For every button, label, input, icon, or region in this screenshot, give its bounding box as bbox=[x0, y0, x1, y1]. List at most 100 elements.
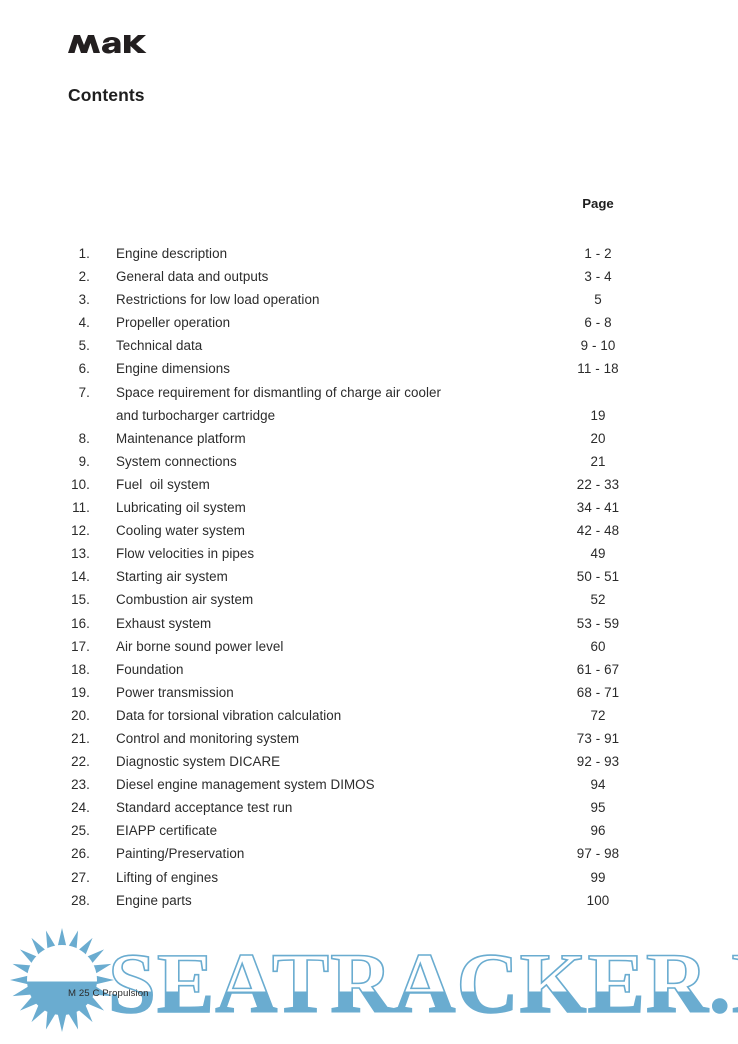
toc-row[interactable]: 6. Engine dimensions 11 - 18 bbox=[0, 357, 738, 380]
toc-entry-title[interactable]: Foundation bbox=[116, 661, 184, 677]
toc-row-list: 1. Engine description 1 - 2 2. General data … bbox=[0, 242, 738, 912]
toc-entry-title[interactable]: Diesel engine management system DIMOS bbox=[116, 777, 375, 793]
toc-row[interactable]: 27. Lifting of engines 99 bbox=[0, 866, 738, 889]
toc-row[interactable]: 21. Control and monitoring system 73 - 91 bbox=[0, 727, 738, 750]
mak-logo bbox=[67, 31, 147, 57]
toc-entry-title[interactable]: Restrictions for low load operation bbox=[116, 292, 320, 308]
toc-entry-page: 92 - 93 bbox=[576, 754, 620, 770]
toc-entry-page: 9 - 10 bbox=[580, 338, 616, 354]
toc-entry-number: 17. bbox=[71, 638, 90, 654]
toc-row[interactable]: 10. Fuel oil system 22 - 33 bbox=[0, 473, 738, 496]
toc-row[interactable]: 25. EIAPP certificate 96 bbox=[0, 819, 738, 842]
toc-entry-title[interactable]: General data and outputs bbox=[116, 269, 269, 285]
toc-entry-number: 24. bbox=[71, 800, 90, 816]
toc-row[interactable]: and turbocharger cartridge 19 bbox=[0, 404, 738, 427]
toc-entry-page: 60 bbox=[590, 638, 606, 654]
toc-entry-number: 6. bbox=[78, 361, 90, 377]
toc-entry-title[interactable]: Exhaust system bbox=[116, 615, 212, 631]
toc-entry-number: 16. bbox=[71, 615, 90, 631]
toc-entry-title[interactable]: Maintenance platform bbox=[116, 430, 246, 446]
toc-entry-title[interactable]: Space requirement for dismantling of cha… bbox=[116, 384, 441, 400]
toc-entry-title[interactable]: EIAPP certificate bbox=[116, 823, 218, 839]
toc-entry-page: 95 bbox=[590, 800, 606, 816]
toc-row[interactable]: 8. Maintenance platform 20 bbox=[0, 427, 738, 450]
toc-entry-page: 6 - 8 bbox=[584, 315, 612, 331]
toc-entry-number: 2. bbox=[78, 269, 90, 285]
table-of-contents: Page 1. Engine description 1 - 2 2. General … bbox=[0, 196, 738, 912]
toc-entry-number: 12. bbox=[71, 523, 90, 539]
toc-row[interactable]: 23. Diesel engine management system DIMOS… bbox=[0, 773, 738, 796]
toc-row[interactable]: 3. Restrictions for low load operation 5 bbox=[0, 288, 738, 311]
toc-entry-title[interactable]: Technical data bbox=[116, 338, 203, 354]
toc-header-row: Page bbox=[0, 196, 738, 226]
toc-entry-title[interactable]: Engine parts bbox=[116, 892, 192, 908]
toc-entry-title[interactable]: System connections bbox=[116, 453, 237, 469]
toc-entry-title[interactable]: Painting/Preservation bbox=[116, 846, 245, 862]
toc-row[interactable]: 16. Exhaust system 53 - 59 bbox=[0, 612, 738, 635]
toc-entry-title[interactable]: Standard acceptance test run bbox=[116, 800, 293, 816]
toc-entry-title[interactable]: Lubricating oil system bbox=[116, 500, 246, 516]
toc-row[interactable]: 1. Engine description 1 - 2 bbox=[0, 242, 738, 265]
toc-row[interactable]: 17. Air borne sound power level 60 bbox=[0, 635, 738, 658]
toc-row[interactable]: 11. Lubricating oil system 34 - 41 bbox=[0, 496, 738, 519]
toc-entry-page: 3 - 4 bbox=[584, 269, 612, 285]
toc-row[interactable]: 28. Engine parts 100 bbox=[0, 889, 738, 912]
toc-entry-page: 50 - 51 bbox=[576, 569, 620, 585]
toc-entry-title[interactable]: Engine description bbox=[116, 246, 228, 261]
toc-entry-title[interactable]: Starting air system bbox=[116, 569, 228, 585]
toc-entry-number: 5. bbox=[78, 338, 90, 354]
toc-entry-number: 20. bbox=[71, 707, 90, 723]
toc-entry-page: 11 - 18 bbox=[577, 361, 619, 377]
toc-entry-number: 27. bbox=[71, 869, 90, 885]
toc-entry-page: 5 bbox=[594, 292, 602, 308]
toc-entry-page: 73 - 91 bbox=[576, 730, 620, 746]
toc-row[interactable]: 9. System connections 21 bbox=[0, 450, 738, 473]
toc-entry-number: 11. bbox=[72, 500, 90, 516]
toc-row[interactable]: 13. Flow velocities in pipes 49 bbox=[0, 542, 738, 565]
page-column-header: Page bbox=[582, 196, 614, 211]
toc-row[interactable]: 14. Starting air system 50 - 51 bbox=[0, 565, 738, 588]
toc-row[interactable]: 19. Power transmission 68 - 71 bbox=[0, 681, 738, 704]
toc-entry-page: 61 - 67 bbox=[576, 661, 620, 677]
toc-entry-title[interactable]: Combustion air system bbox=[116, 592, 254, 608]
toc-entry-number: 7. bbox=[78, 384, 90, 400]
toc-entry-number: 28. bbox=[71, 892, 90, 908]
toc-row[interactable]: 24. Standard acceptance test run 95 bbox=[0, 796, 738, 819]
toc-entry-number: 8. bbox=[78, 430, 90, 446]
toc-entry-page: 42 - 48 bbox=[576, 523, 620, 539]
toc-entry-title[interactable]: Diagnostic system DICARE bbox=[116, 754, 281, 770]
toc-entry-title[interactable]: Propeller operation bbox=[116, 315, 231, 331]
toc-entry-page: 94 bbox=[590, 777, 606, 793]
toc-entry-page: 49 bbox=[590, 546, 606, 562]
toc-entry-page: 20 bbox=[590, 430, 606, 446]
toc-row[interactable]: 7. Space requirement for dismantling of c… bbox=[0, 381, 738, 404]
toc-entry-title[interactable]: and turbocharger cartridge bbox=[116, 407, 276, 423]
toc-entry-title[interactable]: Engine dimensions bbox=[116, 361, 230, 377]
toc-entry-number: 19. bbox=[71, 684, 90, 700]
toc-row[interactable]: 4. Propeller operation 6 - 8 bbox=[0, 311, 738, 334]
toc-entry-page: 19 bbox=[590, 407, 606, 423]
watermark-text: SEATRACKER.RU bbox=[108, 935, 738, 1031]
toc-entry-title[interactable]: Data for torsional vibration calculation bbox=[116, 707, 342, 723]
toc-entry-title[interactable]: Fuel oil system bbox=[116, 476, 210, 492]
toc-entry-title[interactable]: Air borne sound power level bbox=[116, 638, 284, 654]
toc-row[interactable]: 20. Data for torsional vibration calculat… bbox=[0, 704, 738, 727]
toc-entry-number: 26. bbox=[71, 846, 90, 862]
toc-entry-number: 9. bbox=[78, 453, 90, 469]
toc-entry-number: 21. bbox=[71, 730, 90, 746]
toc-row[interactable]: 15. Combustion air system 52 bbox=[0, 588, 738, 611]
toc-entry-title[interactable]: Control and monitoring system bbox=[116, 730, 300, 746]
toc-row[interactable]: 5. Technical data 9 - 10 bbox=[0, 334, 738, 357]
toc-entry-title[interactable]: Power transmission bbox=[116, 684, 234, 700]
toc-entry-page: 97 - 98 bbox=[576, 846, 620, 862]
toc-row[interactable]: 12. Cooling water system 42 - 48 bbox=[0, 519, 738, 542]
toc-entry-title[interactable]: Cooling water system bbox=[116, 523, 246, 539]
toc-entry-number: 23. bbox=[71, 777, 90, 793]
toc-entry-title[interactable]: Flow velocities in pipes bbox=[116, 546, 255, 562]
toc-row[interactable]: 2. General data and outputs 3 - 4 bbox=[0, 265, 738, 288]
toc-row[interactable]: 26. Painting/Preservation 97 - 98 bbox=[0, 842, 738, 865]
toc-row[interactable]: 18. Foundation 61 - 67 bbox=[0, 658, 738, 681]
toc-row[interactable]: 22. Diagnostic system DICARE 92 - 93 bbox=[0, 750, 738, 773]
toc-entry-title[interactable]: Lifting of engines bbox=[116, 869, 219, 885]
